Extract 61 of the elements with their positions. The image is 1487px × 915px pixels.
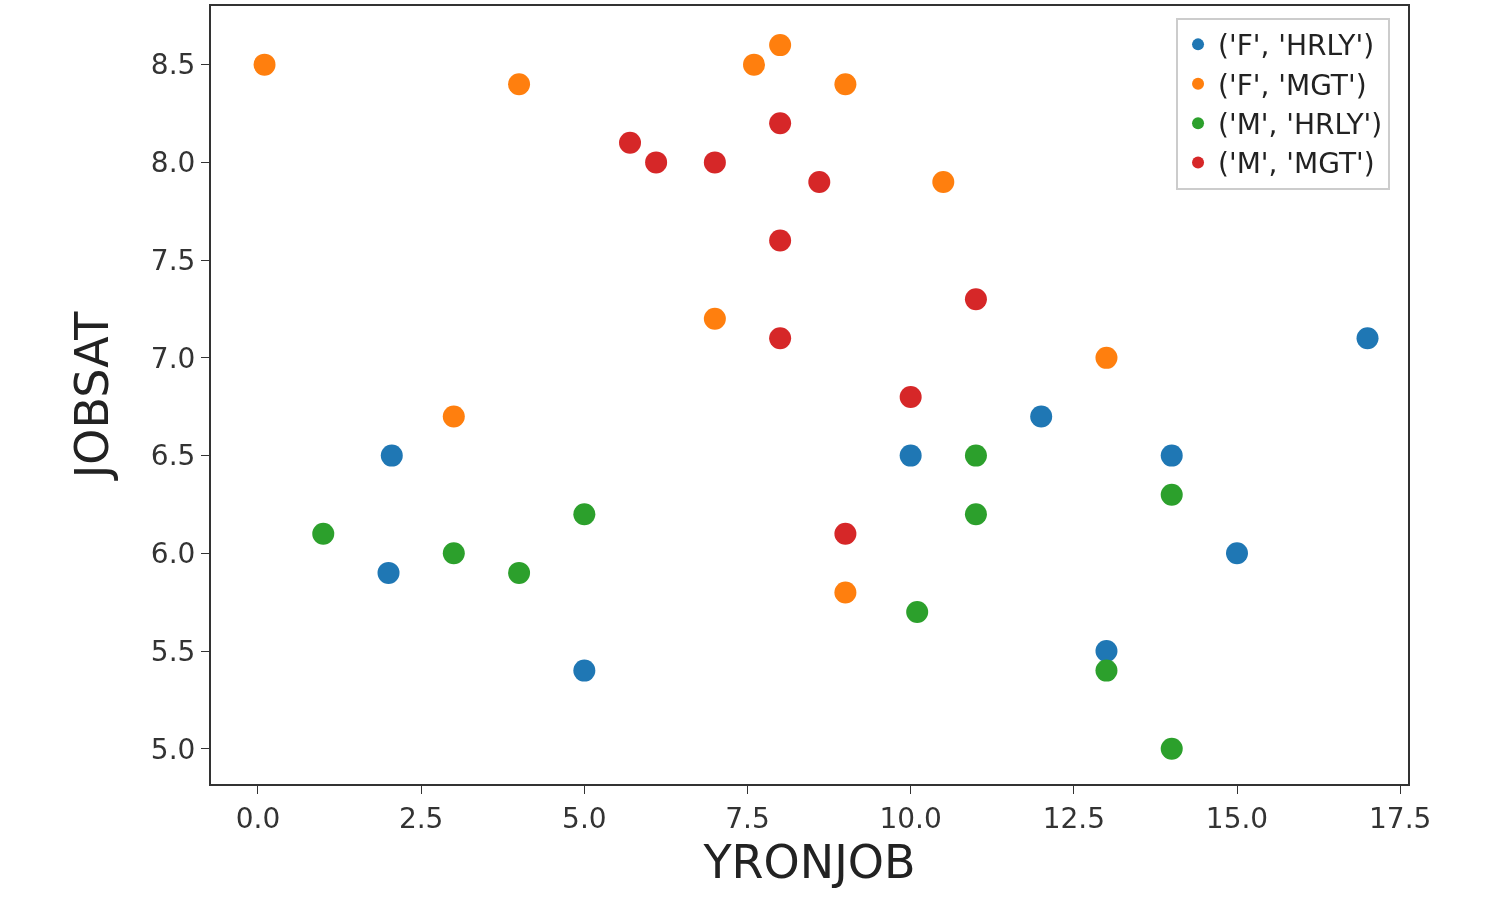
y-axis-title: JOBSAT [65, 310, 119, 482]
y-tick-label: 7.0 [150, 341, 196, 375]
point [1356, 327, 1379, 350]
point [380, 444, 403, 467]
point [964, 503, 987, 526]
x-tick-label: 7.5 [725, 801, 770, 835]
point [573, 503, 596, 526]
x-tick-label: 10.0 [879, 801, 942, 835]
point [1160, 483, 1183, 506]
point [769, 34, 792, 57]
x-tick-label: 15.0 [1205, 801, 1269, 835]
point [906, 600, 929, 623]
point [312, 522, 335, 545]
x-tick-label: 0.0 [235, 801, 281, 835]
point [964, 444, 987, 467]
point [442, 405, 465, 428]
point [1095, 346, 1118, 369]
point [834, 73, 857, 96]
y-tick-label: 8.5 [150, 48, 196, 82]
point [645, 151, 668, 174]
point [573, 659, 596, 682]
point [932, 170, 955, 193]
y-tick-label: 5.5 [150, 634, 196, 668]
point [377, 561, 400, 584]
point [1226, 542, 1248, 565]
point [899, 385, 922, 408]
point [1160, 444, 1183, 467]
point [508, 561, 531, 584]
point [442, 542, 465, 565]
x-tick-label: 17.5 [1369, 801, 1432, 835]
point [743, 53, 766, 76]
point [1095, 659, 1118, 682]
point [508, 73, 531, 96]
point [1095, 640, 1118, 663]
point [1030, 405, 1053, 428]
legend-label: ('M', 'MGT') [1218, 147, 1375, 181]
point [703, 151, 726, 174]
y-tick-label: 6.5 [150, 439, 196, 473]
x-tick-label: 2.5 [398, 801, 444, 835]
point [769, 327, 792, 350]
y-tick-label: 7.5 [150, 243, 196, 277]
x-axis-title: YRONJOB [702, 834, 916, 889]
point [769, 229, 792, 252]
point [964, 288, 987, 311]
point [619, 131, 642, 154]
point [834, 522, 857, 545]
point [769, 112, 792, 135]
legend-label: ('M', 'HRLY') [1218, 108, 1383, 142]
point [253, 53, 276, 76]
point [899, 444, 922, 467]
x-tick-label: 5.0 [562, 801, 607, 835]
point [808, 170, 831, 193]
point [1160, 737, 1183, 760]
point [703, 307, 726, 330]
legend-label: ('F', 'HRLY') [1218, 29, 1375, 63]
y-tick-label: 6.0 [150, 537, 196, 571]
point [834, 581, 857, 604]
legend-label: ('F', 'MGT') [1218, 68, 1367, 102]
x-tick-label: 12.5 [1042, 801, 1105, 835]
y-tick-label: 8.0 [150, 146, 196, 180]
y-tick-label: 5.0 [150, 732, 196, 766]
